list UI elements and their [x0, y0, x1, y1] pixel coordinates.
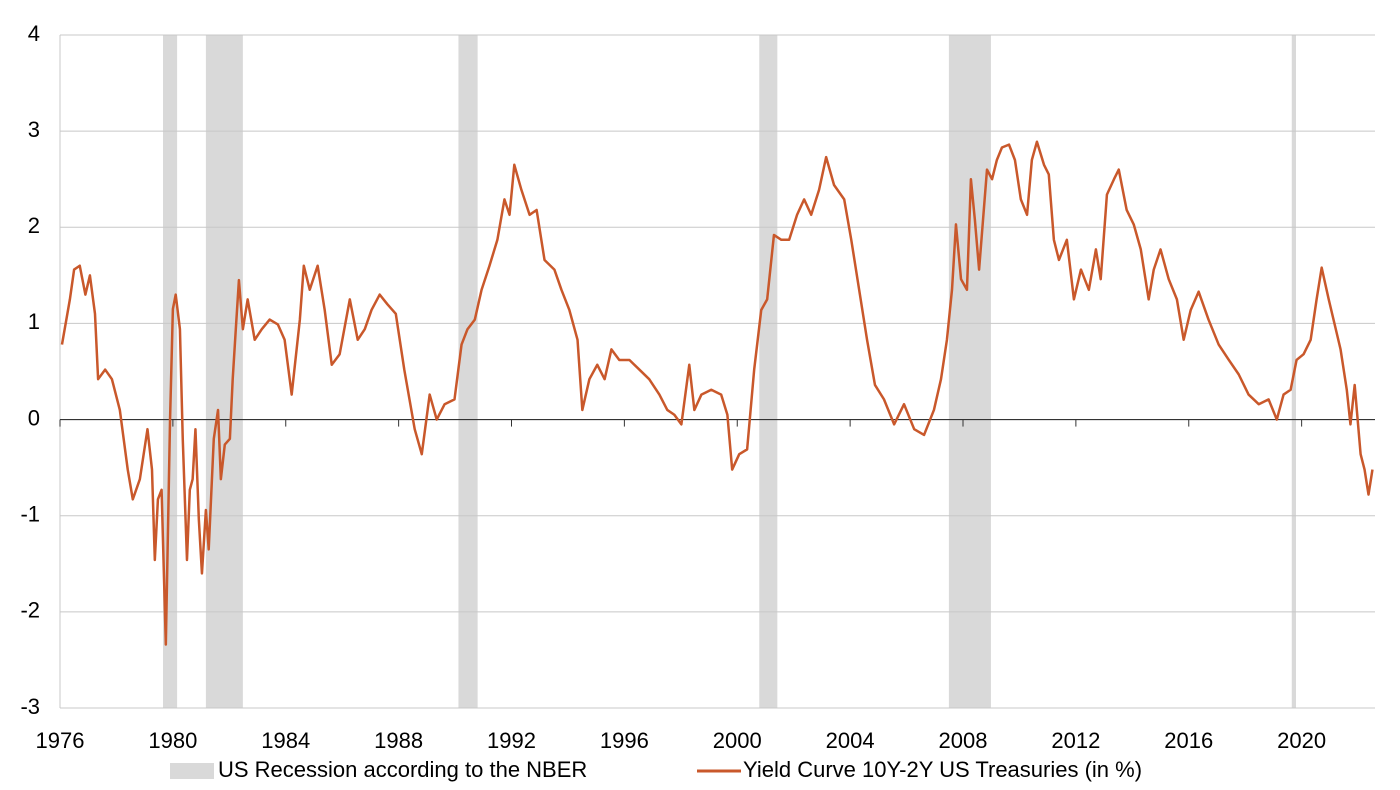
x-tick-label: 2016	[1164, 728, 1213, 753]
x-tick-label: 2012	[1051, 728, 1100, 753]
legend-label: Yield Curve 10Y-2Y US Treasuries (in %)	[743, 757, 1142, 782]
x-tick-label: 1996	[600, 728, 649, 753]
x-tick-label: 1992	[487, 728, 536, 753]
legend-label: US Recession according to the NBER	[218, 757, 587, 782]
yield-line	[60, 140, 1374, 646]
y-tick-label: 1	[28, 309, 40, 334]
y-tick-label: 3	[28, 117, 40, 142]
recession-band	[458, 35, 478, 708]
x-tick-label: 1976	[36, 728, 85, 753]
y-tick-label: 2	[28, 213, 40, 238]
recession-band	[948, 35, 991, 708]
x-tick-label: 1988	[374, 728, 423, 753]
x-tick-label: 1980	[148, 728, 197, 753]
y-tick-label: 0	[28, 405, 40, 430]
x-tick-label: 2004	[826, 728, 875, 753]
x-tick-label: 2000	[713, 728, 762, 753]
y-tick-label: -3	[20, 694, 40, 719]
y-tick-label: -1	[20, 502, 40, 527]
recession-band	[759, 35, 778, 708]
x-tick-label: 2008	[939, 728, 988, 753]
x-tick-label: 2020	[1277, 728, 1326, 753]
x-tick-label: 1984	[261, 728, 310, 753]
y-tick-label: 4	[28, 21, 40, 46]
y-tick-label: -2	[20, 598, 40, 623]
recession-band	[205, 35, 243, 708]
legend-swatch	[170, 763, 214, 779]
